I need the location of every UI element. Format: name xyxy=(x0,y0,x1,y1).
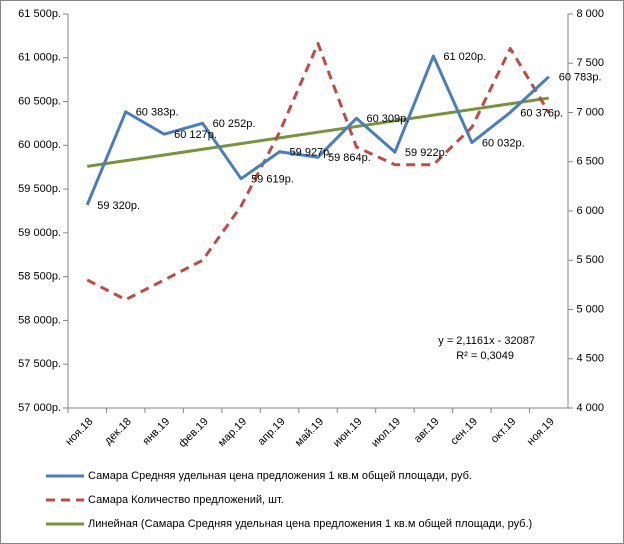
data-label: 59 619р. xyxy=(251,174,294,186)
data-label: 60 309р. xyxy=(366,113,409,125)
series-line xyxy=(85,54,550,206)
y-tick-label: 61 000р. xyxy=(18,52,61,64)
data-label: 60 127р. xyxy=(174,129,217,141)
series-line xyxy=(87,96,549,168)
series-line xyxy=(86,42,551,302)
data-label: 61 020р. xyxy=(443,51,486,63)
y2-tick-label: 7 500 xyxy=(576,57,604,69)
data-label: 60 383р. xyxy=(136,107,179,119)
y-tick-label: 61 500р. xyxy=(18,8,61,20)
y2-tick-label: 6 500 xyxy=(576,156,604,168)
legend-label: Самара Количество предложений, шт. xyxy=(88,494,284,506)
data-label: 60 783р. xyxy=(559,72,602,84)
y-tick-label: 59 500р. xyxy=(18,183,61,195)
legend-label: Линейная (Самара Средняя удельная цена п… xyxy=(88,518,532,530)
data-label: 60 252р. xyxy=(213,118,256,130)
legend-label: Самара Средняя удельная цена предложения… xyxy=(88,470,472,482)
y2-tick-label: 5 000 xyxy=(576,303,604,315)
y-tick-label: 57 500р. xyxy=(18,358,61,370)
data-label: 59 864р. xyxy=(328,152,371,164)
data-label: 60 032р. xyxy=(482,137,525,149)
trend-r2: R² = 0,3049 xyxy=(456,350,514,362)
y2-tick-label: 8 000 xyxy=(576,8,604,20)
data-label: 59 320р. xyxy=(97,200,140,212)
data-label: 59 922р. xyxy=(405,147,448,159)
y-tick-label: 60 500р. xyxy=(18,95,61,107)
y-tick-label: 60 000р. xyxy=(18,139,61,151)
data-label: 59 927р. xyxy=(290,147,333,159)
y2-tick-label: 5 500 xyxy=(576,254,604,266)
y2-tick-label: 7 000 xyxy=(576,106,604,118)
y-tick-label: 58 500р. xyxy=(18,271,61,283)
y-tick-label: 59 000р. xyxy=(18,227,61,239)
y2-tick-label: 6 000 xyxy=(576,205,604,217)
y-tick-label: 58 000р. xyxy=(18,314,61,326)
y2-tick-label: 4 000 xyxy=(576,402,604,414)
trend-equation: y = 2,1161x - 32087 xyxy=(438,335,535,347)
y2-tick-label: 4 500 xyxy=(576,353,604,365)
y-tick-label: 57 000р. xyxy=(18,402,61,414)
data-label: 60 376р. xyxy=(520,107,563,119)
